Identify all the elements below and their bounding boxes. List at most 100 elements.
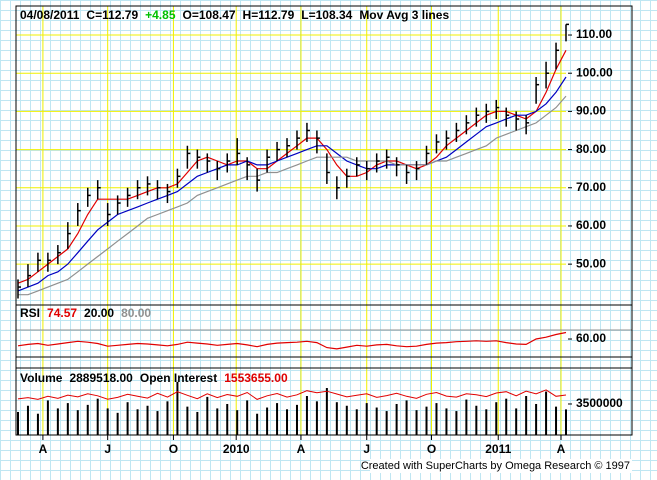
y-tick-label: 60.00 — [576, 331, 606, 345]
volume-bar — [455, 411, 458, 435]
volume-bar — [525, 396, 528, 435]
volume-bar — [86, 404, 89, 435]
header-item: RSI — [20, 306, 40, 320]
volume-bar — [266, 407, 269, 435]
volume-bar — [435, 403, 438, 435]
volume-bar — [56, 408, 59, 435]
footer: Created with SuperCharts by Omega Resear… — [361, 460, 630, 472]
volume-bar — [355, 409, 358, 435]
volume-bar — [156, 411, 159, 435]
volume-bar — [286, 409, 289, 435]
frame — [15, 5, 633, 436]
volume-bar — [186, 406, 189, 435]
x-tick-label: J — [363, 442, 370, 456]
y-tick-label: 110.00 — [576, 27, 612, 41]
volume-bar — [76, 410, 79, 435]
volume-bar — [166, 401, 169, 435]
panel-header: RSI 74.57 20.00 80.00 — [20, 306, 151, 320]
volume-bar — [405, 400, 408, 435]
volume-bar — [26, 405, 29, 435]
x-tick-label: O — [427, 442, 436, 456]
volume-bar — [395, 403, 398, 435]
volume-bar — [17, 411, 19, 435]
volume-bar — [465, 399, 468, 435]
volume-bar — [236, 410, 239, 435]
volume-bar — [295, 404, 298, 435]
volume-bar — [196, 411, 199, 435]
volume-bar — [46, 400, 49, 435]
volume-bar — [126, 402, 129, 435]
header-item: 2889518.00 — [69, 371, 133, 385]
y-tick-label: 60.00 — [576, 218, 606, 232]
y-tick-label: 90.00 — [576, 104, 606, 118]
header-item: O=108.47 — [183, 8, 236, 22]
x-tick-label: J — [104, 442, 111, 456]
volume-bar — [545, 391, 548, 435]
y-tick-label: 80.00 — [576, 142, 606, 156]
rsi-line — [17, 331, 567, 350]
header-item: 20.00 — [84, 306, 114, 320]
x-tick-label: A — [557, 442, 566, 456]
x-tick-label: A — [297, 442, 306, 456]
volume-bar — [505, 398, 508, 435]
panel-header: Volume 2889518.00 Open Interest 1553655.00 — [20, 371, 288, 385]
header-item: 1553655.00 — [224, 371, 288, 385]
header-item: L=108.34 — [301, 8, 352, 22]
moving-average — [17, 50, 567, 284]
volume-bar — [445, 408, 448, 435]
header-item: H=112.79 — [243, 8, 295, 22]
header-item: Mov Avg 3 lines — [359, 8, 449, 22]
volume-bar — [226, 403, 229, 435]
y-tick-label: 100.00 — [576, 65, 613, 79]
header-item: 74.57 — [47, 306, 77, 320]
volume-bar — [256, 413, 259, 435]
volume-bar — [36, 413, 39, 435]
volume-bar — [325, 388, 328, 435]
volume-bar — [485, 409, 488, 435]
volume-bar — [365, 403, 368, 435]
volume-bar — [535, 403, 538, 435]
panel-header: 04/08/2011 C=112.79 +4.85 O=108.47 H=112.79 L… — [20, 8, 449, 22]
volume-bar — [315, 401, 318, 435]
volume-bar — [96, 398, 99, 435]
volume-bar — [375, 407, 378, 435]
volume-bar — [345, 405, 348, 435]
volume-bar — [515, 408, 518, 435]
volume-bar — [385, 411, 388, 435]
volume-bar — [176, 381, 179, 435]
volume-bar — [106, 408, 109, 435]
x-tick-label: 2010 — [223, 442, 250, 456]
volume-bar — [246, 400, 249, 435]
volume-bar — [335, 402, 338, 435]
x-tick-label: A — [39, 442, 48, 456]
x-tick-label: 2011 — [485, 442, 511, 456]
footer-background — [370, 459, 632, 473]
moving-average — [18, 95, 567, 296]
volume-bar — [425, 406, 428, 435]
header-item: 04/08/2011 — [20, 8, 80, 22]
header-item: C=112.79 — [86, 8, 138, 22]
volume-bar — [136, 409, 139, 435]
open-interest-line — [17, 389, 567, 400]
volume-bar — [565, 409, 567, 435]
volume-bar — [276, 403, 279, 435]
volume-bar — [495, 402, 498, 435]
y-tick-label: 70.00 — [576, 180, 606, 194]
volume-bar — [206, 396, 209, 435]
header-item: Volume — [20, 371, 63, 385]
y-tick-label: 50.00 — [576, 256, 606, 270]
header-item: Open Interest — [140, 371, 217, 385]
volume-bar — [116, 412, 119, 435]
volume-bar — [475, 405, 478, 435]
volume-bar — [146, 405, 149, 435]
header-item: 80.00 — [121, 306, 151, 320]
volume-bar — [216, 408, 219, 435]
y-tick-label: 3500000 — [576, 396, 623, 410]
volume-bar — [415, 410, 418, 435]
volume-bar — [66, 403, 69, 435]
x-tick-label: O — [169, 442, 178, 456]
header-item: +4.85 — [145, 8, 176, 22]
volume-bar — [305, 396, 308, 435]
